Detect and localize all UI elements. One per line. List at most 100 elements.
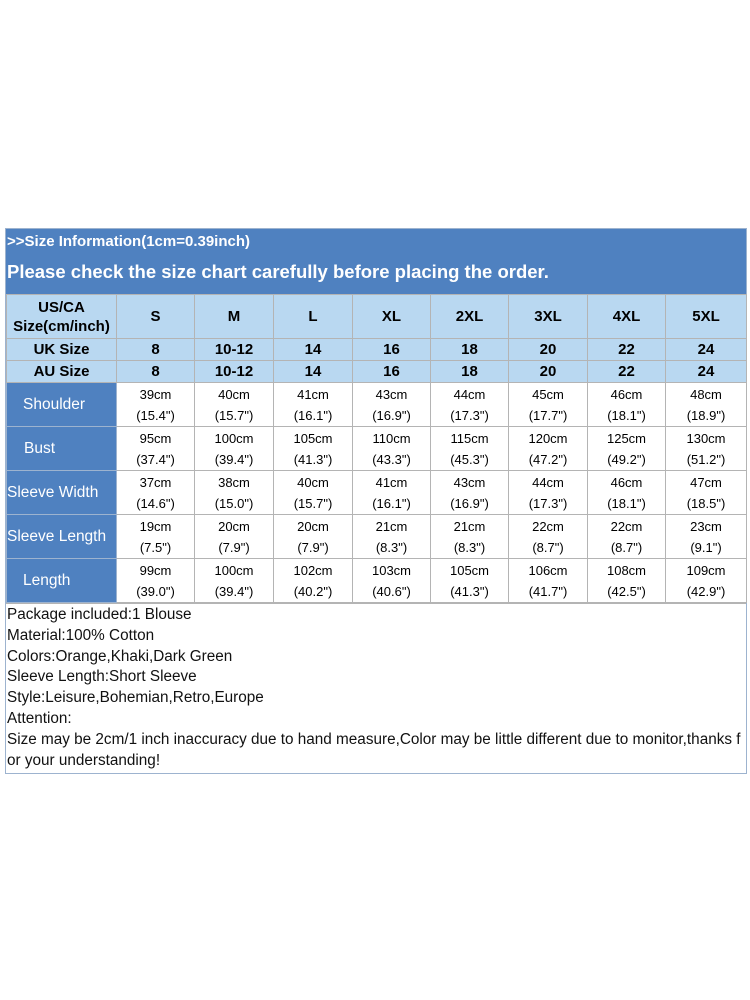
measurement-cell: 125cm (49.2"): [587, 426, 666, 471]
measurement-inch: (14.6"): [136, 495, 175, 511]
measurement-inch: (45.3"): [450, 451, 489, 467]
measurement-cm: 45cm: [532, 386, 564, 402]
size-cell: XL: [352, 294, 431, 339]
measurement-cm: 20cm: [218, 518, 250, 534]
measurement-inch: (15.7"): [293, 495, 333, 511]
measurement-label-text: Bust: [24, 440, 56, 457]
measurement-cell: 108cm (42.5"): [587, 558, 666, 603]
size-info-warning: Please check the size chart carefully be…: [7, 261, 549, 282]
size-cell: 24: [665, 338, 747, 361]
note-line: Size may be 2cm/1 inch inaccuracy due to…: [7, 730, 741, 769]
size-header-row: US/CA Size(cm/inch) S M L XL 2XL 3XL 4XL 5XL: [6, 294, 747, 339]
measurement-cm: 20cm: [297, 518, 329, 534]
size-header-row: UK Size 8 10-12 14 16 18 20 22 24: [6, 338, 747, 361]
size-cell: 16: [352, 338, 431, 361]
measurement-inch: (15.0"): [214, 495, 254, 511]
measurement-cell: 43cm (16.9"): [352, 382, 431, 427]
measurement-label-text: Length: [23, 572, 71, 589]
measurement-label: Length: [6, 558, 117, 603]
note-line: Package included:1 Blouse: [7, 606, 192, 623]
measurement-inch: (7.5"): [139, 539, 172, 555]
size-cell: 22: [587, 338, 666, 361]
measurement-cm: 22cm: [610, 518, 643, 534]
measurement-cell: 105cm (41.3"): [273, 426, 353, 471]
measurement-cm: 125cm: [606, 430, 647, 446]
measurement-cell: 45cm (17.7"): [508, 382, 588, 427]
measurement-cm: 102cm: [293, 562, 333, 578]
size-cell: M: [194, 294, 274, 339]
measurement-cm: 40cm: [218, 386, 250, 402]
measurement-cell: 21cm (8.3"): [430, 514, 509, 559]
measurement-cm: 19cm: [139, 518, 172, 534]
size-system-label: UK Size: [6, 338, 117, 361]
measurement-cm: 39cm: [139, 386, 172, 402]
measurement-inch: (40.2"): [293, 583, 333, 599]
measurement-inch: (15.7"): [214, 407, 254, 423]
measurement-inch: (18.5"): [686, 495, 726, 511]
measurement-cm: 41cm: [375, 474, 408, 490]
measurement-inch: (51.2"): [686, 451, 726, 467]
measurement-inch: (15.4"): [136, 407, 175, 423]
measurement-cm: 22cm: [532, 518, 564, 534]
measurement-inch: (17.3"): [450, 407, 489, 423]
measurement-inch: (9.1"): [690, 539, 722, 555]
size-system-label: US/CA Size(cm/inch): [6, 294, 117, 339]
measurement-cm: 100cm: [214, 562, 254, 578]
measurement-inch: (18.1"): [607, 495, 646, 511]
measurement-cell: 21cm (8.3"): [352, 514, 431, 559]
note-line: Attention:: [7, 709, 72, 727]
measurement-row: Length 99cm (39.0") 100cm (39.4") 102cm (40.2"…: [6, 558, 747, 603]
measurement-cell: 20cm (7.9"): [273, 514, 353, 559]
measurement-cm: 120cm: [528, 430, 568, 446]
measurement-label: Sleeve Width: [6, 470, 117, 515]
measurement-cell: 110cm (43.3"): [352, 426, 431, 471]
measurement-cell: 103cm (40.6"): [352, 558, 431, 603]
measurement-cm: 41cm: [297, 386, 329, 402]
size-cell: 4XL: [587, 294, 666, 339]
measurement-label-text: Shoulder: [23, 396, 86, 413]
size-cell: 10-12: [194, 360, 274, 383]
measurement-cm: 99cm: [139, 562, 172, 578]
measurement-inch: (7.9"): [218, 539, 250, 555]
measurement-inch: (40.6"): [372, 583, 411, 599]
measurement-cell: 95cm (37.4"): [116, 426, 195, 471]
measurement-cm: 115cm: [450, 430, 489, 446]
measurement-row: Bust 95cm (37.4") 100cm (39.4") 105cm (41.3") 1…: [6, 426, 747, 471]
measurement-cell: 44cm (17.3"): [430, 382, 509, 427]
size-cell: 18: [430, 338, 509, 361]
size-header-row: AU Size 8 10-12 14 16 18 20 22 24: [6, 360, 747, 383]
size-system-label-line: Size(cm/inch): [13, 317, 110, 335]
size-cell: 2XL: [430, 294, 509, 339]
size-cell: 24: [665, 360, 747, 383]
measurement-cell: 23cm (9.1"): [665, 514, 747, 559]
measurement-cell: 109cm (42.9"): [665, 558, 747, 603]
measurement-inch: (8.7"): [610, 539, 643, 555]
size-info-title: >>Size Information(1cm=0.39inch): [7, 233, 250, 250]
measurement-inch: (41.3"): [450, 583, 489, 599]
measurement-cell: 41cm (16.1"): [352, 470, 431, 515]
measurement-cm: 23cm: [690, 518, 722, 534]
measurement-cm: 43cm: [453, 474, 486, 490]
measurement-label: Shoulder: [6, 382, 117, 427]
measurement-cm: 37cm: [139, 474, 172, 490]
measurement-inch: (18.9"): [686, 407, 726, 423]
size-cell: 20: [508, 338, 588, 361]
measurement-cell: 47cm (18.5"): [665, 470, 747, 515]
measurement-row: Shoulder 39cm (15.4") 40cm (15.7") 41cm (16.1"…: [6, 382, 747, 427]
measurement-cell: 46cm (18.1"): [587, 382, 666, 427]
measurement-inch: (39.4"): [214, 583, 254, 599]
measurement-inch: (8.3"): [375, 539, 408, 555]
size-system-label: AU Size: [6, 360, 117, 383]
measurement-cell: 20cm (7.9"): [194, 514, 274, 559]
measurement-cm: 47cm: [690, 474, 722, 490]
size-cell: 20: [508, 360, 588, 383]
size-system-label-line: US/CA: [38, 298, 85, 316]
measurement-inch: (8.7"): [532, 539, 564, 555]
measurement-inch: (42.5"): [607, 583, 646, 599]
measurement-cm: 44cm: [453, 386, 486, 402]
measurement-cell: 19cm (7.5"): [116, 514, 195, 559]
size-cell: 16: [352, 360, 431, 383]
size-table: US/CA Size(cm/inch) S M L XL 2XL 3XL 4XL 5XL UK Si…: [6, 294, 747, 603]
measurement-cell: 41cm (16.1"): [273, 382, 353, 427]
measurement-cell: 22cm (8.7"): [508, 514, 588, 559]
